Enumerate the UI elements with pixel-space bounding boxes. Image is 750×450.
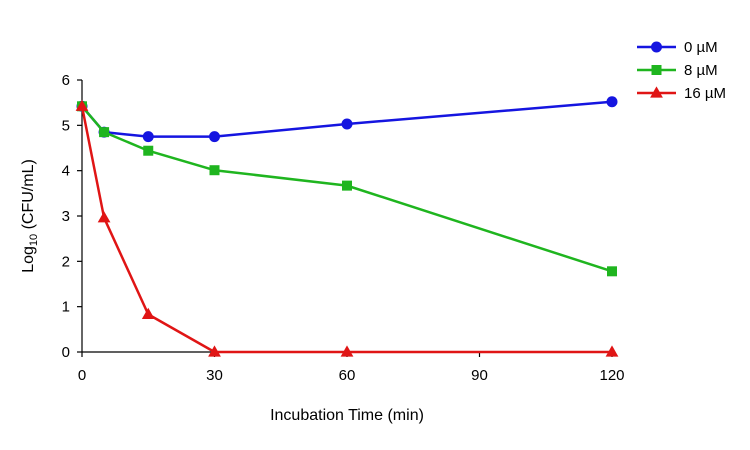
data-point-triangle [605,345,619,357]
x-axis-title: Incubation Time (min) [270,407,424,424]
data-point-circle [209,131,220,143]
y-tick-label: 0 [62,344,70,361]
legend-item: 8 µM [637,62,718,79]
x-tick-label: 0 [78,367,86,384]
series-circle [76,96,618,143]
data-point-triangle [208,345,221,357]
y-tick-label: 1 [62,299,70,316]
x-ticks: 0 30 60 90 120 [78,352,625,384]
legend-label: 0 µM [684,39,718,56]
y-axis-title-subscript: 10 [28,234,40,246]
data-point-triangle [340,345,354,357]
y-tick-label: 4 [62,163,70,180]
data-point-triangle [75,99,89,111]
data-point-circle [341,118,353,130]
y-axis-title: Log10 (CFU/mL) [20,159,40,273]
data-point-square [607,266,617,277]
y-tick-label: 2 [62,253,70,270]
y-axis-title-log: Log [20,246,37,273]
legend-item: 16 µM [637,85,726,102]
series-line [80,106,612,354]
y-ticks: 0 1 2 3 4 5 6 [62,72,82,361]
legend-swatch-marker [650,86,663,98]
y-tick-label: 3 [62,208,70,225]
legend-item: 0 µM [637,39,718,56]
data-point-circle [606,96,618,108]
legend-label: 16 µM [684,85,726,102]
legend-swatch-marker [651,41,662,53]
x-tick-label: 30 [206,367,223,384]
legend: 0 µM 8 µM 16 µM [637,39,726,102]
data-point-circle [142,131,154,143]
x-tick-label: 120 [599,367,624,384]
x-tick-label: 90 [471,367,488,384]
x-tick-label: 60 [339,367,356,384]
series-layer [75,96,619,357]
legend-swatch-marker [651,65,662,75]
legend-label: 8 µM [684,62,718,79]
data-point-square [342,180,352,191]
y-axis-title-units: (CFU/mL) [20,159,37,234]
data-point-square [209,165,220,176]
data-point-square [143,145,154,156]
data-point-triangle [141,307,155,319]
data-point-square [99,127,110,138]
series-triangle [75,99,619,357]
y-tick-label: 6 [62,72,70,89]
y-tick-label: 5 [62,117,70,134]
data-point-triangle [97,211,111,223]
